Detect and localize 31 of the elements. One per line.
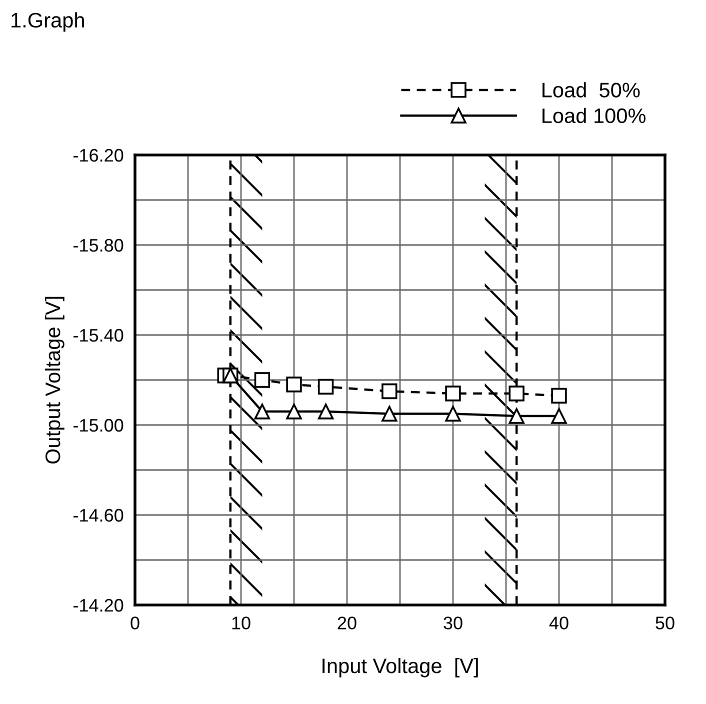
y-tick-label: -16.20 — [74, 148, 124, 162]
x-tick-label: 20 — [338, 616, 356, 630]
point — [318, 378, 334, 395]
point — [318, 404, 334, 420]
point — [551, 408, 567, 424]
point — [551, 388, 567, 404]
point — [445, 406, 461, 422]
text: Load 50% — [542, 82, 640, 98]
y-tick-label: -14.60 — [74, 508, 124, 522]
point — [286, 376, 302, 392]
point — [382, 406, 398, 422]
x-tick-label: 10 — [232, 616, 250, 630]
y-tick-label: -15.80 — [74, 238, 124, 252]
y-tick-label: -14.20 — [74, 598, 124, 612]
chart-title: 1.Graph — [12, 12, 84, 32]
point — [508, 408, 524, 424]
x-tick-label: 30 — [444, 616, 462, 630]
point — [382, 383, 398, 400]
point — [445, 386, 461, 402]
x-tick-label: 0 — [130, 616, 140, 630]
point — [254, 404, 270, 420]
x-tick-label: 40 — [549, 616, 568, 630]
x-axis-title: Input Voltage [V] — [322, 658, 478, 678]
x-tick-label: 50 — [656, 616, 674, 630]
y-axis-title: Output Voltage [V] — [44, 296, 64, 464]
y-tick-label: -15.00 — [74, 418, 124, 432]
point — [508, 386, 524, 402]
y-tick-label: -15.40 — [74, 328, 124, 342]
text: Load 100% — [542, 108, 646, 124]
point — [286, 404, 302, 420]
point — [254, 372, 270, 388]
